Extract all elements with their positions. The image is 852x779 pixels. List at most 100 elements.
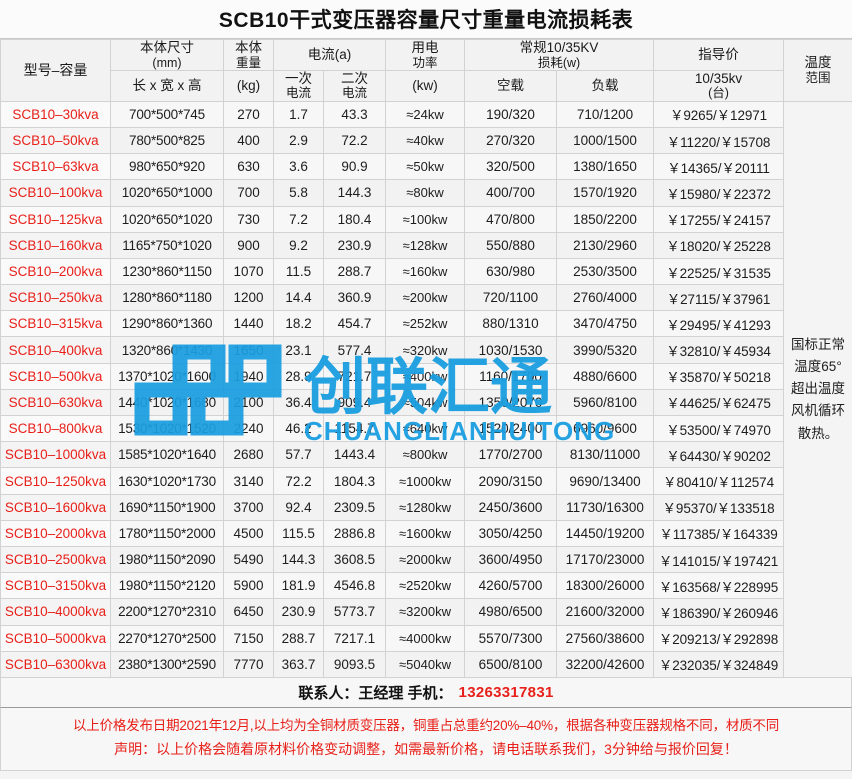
cell-dimension: 700*500*745 [110, 100, 224, 128]
col-header-current: 电流(a) [273, 39, 386, 71]
contact-phone[interactable]: 13263317831 [458, 683, 554, 701]
cell-power: ≈252kw [385, 310, 465, 338]
weight-group-label-2: 重量 [235, 55, 261, 70]
cell-loss-noload: 1030/1530 [464, 336, 557, 364]
cell-weight: 2240 [223, 415, 274, 443]
cell-dimension: 1020*650*1000 [110, 179, 224, 207]
cell-model: SCB10–50kva [0, 126, 111, 155]
contact-label: 联系人：王经理 手机： [298, 684, 453, 702]
cell-current-primary: 115.5 [273, 519, 324, 547]
cell-current-primary: 46.2 [273, 415, 324, 443]
cell-power: ≈4000kw [385, 624, 465, 652]
cell-weight: 7150 [223, 624, 274, 652]
cell-current-secondary: 1443.4 [323, 441, 386, 469]
header-row-1: 型号–容量 本体尺寸 (mm) 本体 重量 电流(a) 用电 功率 常规10/3… [0, 39, 852, 102]
cell-current-primary: 36.4 [273, 388, 324, 417]
cell-power: ≈128kw [385, 231, 465, 259]
cell-price: ￥64430/￥90202 [653, 441, 785, 469]
cell-model: SCB10–2500kva [0, 545, 111, 574]
cell-weight: 4500 [223, 519, 274, 547]
cell-weight: 630 [223, 153, 274, 181]
table-row: SCB10–5000kva 2270*1270*2500 7150 288.7 7217… [0, 624, 852, 652]
weight-group-label: 本体 [235, 40, 262, 55]
cell-loss-load: 4880/6600 [555, 362, 655, 390]
cell-price: ￥186390/￥260946 [653, 598, 785, 626]
cell-loss-noload: 630/980 [464, 257, 557, 286]
cell-dimension: 980*650*920 [110, 153, 224, 181]
cell-model: SCB10–250kva [0, 284, 111, 312]
cell-current-secondary: 144.3 [323, 179, 386, 207]
cell-loss-load: 9690/13400 [555, 467, 655, 495]
temperature-note-line: 散热。 [797, 425, 839, 441]
table-row: SCB10–160kva 1165*750*1020 900 9.2 230.9 ≈128… [0, 231, 852, 259]
cell-loss-noload: 320/500 [464, 153, 557, 181]
table-row: SCB10–50kva 780*500*825 400 2.9 72.2 ≈40kw 270… [0, 126, 852, 155]
cell-power: ≈504kw [385, 388, 465, 417]
table-row: SCB10–200kva 1230*860*1150 1070 11.5 288.7 ≈1… [0, 257, 852, 286]
cell-current-primary: 72.2 [273, 467, 324, 495]
temperature-note-line: 风机循环 [791, 403, 846, 419]
cell-model: SCB10–6300kva [0, 650, 111, 678]
cell-weight: 7770 [223, 650, 274, 678]
cell-price: ￥44625/￥62475 [653, 388, 785, 417]
cell-current-secondary: 1154.7 [323, 415, 386, 443]
cell-model: SCB10–400kva [0, 336, 111, 364]
cell-power: ≈400kw [385, 362, 465, 390]
cell-dimension: 1780*1150*2000 [110, 519, 224, 547]
cell-current-primary: 181.9 [273, 572, 324, 600]
col-header-temperature: 温度 范围 [783, 39, 852, 102]
cell-current-secondary: 4546.8 [323, 572, 386, 600]
cell-power: ≈2000kw [385, 545, 465, 574]
temperature-note-line: 温度65° [794, 358, 842, 374]
cell-power: ≈800kw [385, 441, 465, 469]
cell-power: ≈40kw [385, 126, 465, 155]
cell-current-secondary: 2886.8 [323, 519, 386, 547]
table-row: SCB10–125kva 1020*650*1020 730 7.2 180.4 ≈100… [0, 205, 852, 233]
cell-model: SCB10–100kva [0, 179, 111, 207]
cell-power: ≈5040kw [385, 650, 465, 678]
cell-current-primary: 144.3 [273, 545, 324, 574]
cell-weight: 730 [223, 205, 274, 233]
cell-loss-noload: 3050/4250 [464, 519, 557, 547]
cell-temperature-note: 国标正常 温度65° 超出温度 风机循环 散热。 [783, 100, 852, 678]
cell-loss-noload: 270/320 [464, 126, 557, 155]
cell-power: ≈200kw [385, 284, 465, 312]
table-row: SCB10–630kva 1440*1020*1680 2100 36.4 909.4 ≈… [0, 388, 852, 417]
cell-price: ￥14365/￥20111 [653, 153, 785, 181]
table-row: SCB10–250kva 1280*860*1180 1200 14.4 360.9 ≈2… [0, 284, 852, 312]
cell-current-primary: 28.9 [273, 362, 324, 390]
cell-price: ￥29495/￥41293 [653, 310, 785, 338]
cell-power: ≈640kw [385, 415, 465, 443]
cell-model: SCB10–800kva [0, 415, 111, 443]
title-bar: SCB10干式变压器容量尺寸重量电流损耗表 [0, 0, 852, 39]
cell-weight: 5490 [223, 545, 274, 574]
cell-model: SCB10–5000kva [0, 624, 111, 652]
cell-loss-noload: 400/700 [464, 179, 557, 207]
table-row: SCB10–63kva 980*650*920 630 3.6 90.9 ≈50kw 320… [0, 153, 852, 181]
cell-current-secondary: 5773.7 [323, 598, 386, 626]
cell-loss-load: 2130/2960 [555, 231, 655, 259]
cell-dimension: 1320*860*1430 [110, 336, 224, 364]
cell-loss-load: 2530/3500 [555, 257, 655, 286]
cell-price: ￥18020/￥25228 [653, 231, 785, 259]
table-row: SCB10–315kva 1290*860*1360 1440 18.2 454.7 ≈2… [0, 310, 852, 338]
cell-weight: 3140 [223, 467, 274, 495]
cell-weight: 1200 [223, 284, 274, 312]
cell-weight: 700 [223, 179, 274, 207]
col-header-loss: 常规10/35KV 损耗(w) [463, 39, 655, 71]
cell-current-secondary: 43.3 [323, 100, 386, 128]
cell-weight: 400 [223, 126, 274, 155]
cell-dimension: 780*500*825 [110, 126, 224, 155]
cell-dimension: 1690*1150*1900 [110, 493, 224, 521]
cell-current-primary: 57.7 [273, 441, 324, 469]
cell-price: ￥209213/￥292898 [653, 624, 785, 652]
cell-loss-noload: 880/1310 [464, 310, 557, 338]
table-row: SCB10–2000kva 1780*1150*2000 4500 115.5 2886… [0, 519, 852, 547]
cell-current-secondary: 360.9 [323, 284, 386, 312]
cell-power: ≈100kw [385, 205, 465, 233]
table-row: SCB10–800kva 1530*1020*1520 2240 46.2 1154.7… [0, 415, 852, 443]
cell-loss-noload: 2090/3150 [464, 467, 557, 495]
price-sub-label-2: (台) [708, 86, 729, 101]
cell-price: ￥141015/￥197421 [653, 545, 785, 574]
cell-current-secondary: 288.7 [323, 257, 386, 286]
